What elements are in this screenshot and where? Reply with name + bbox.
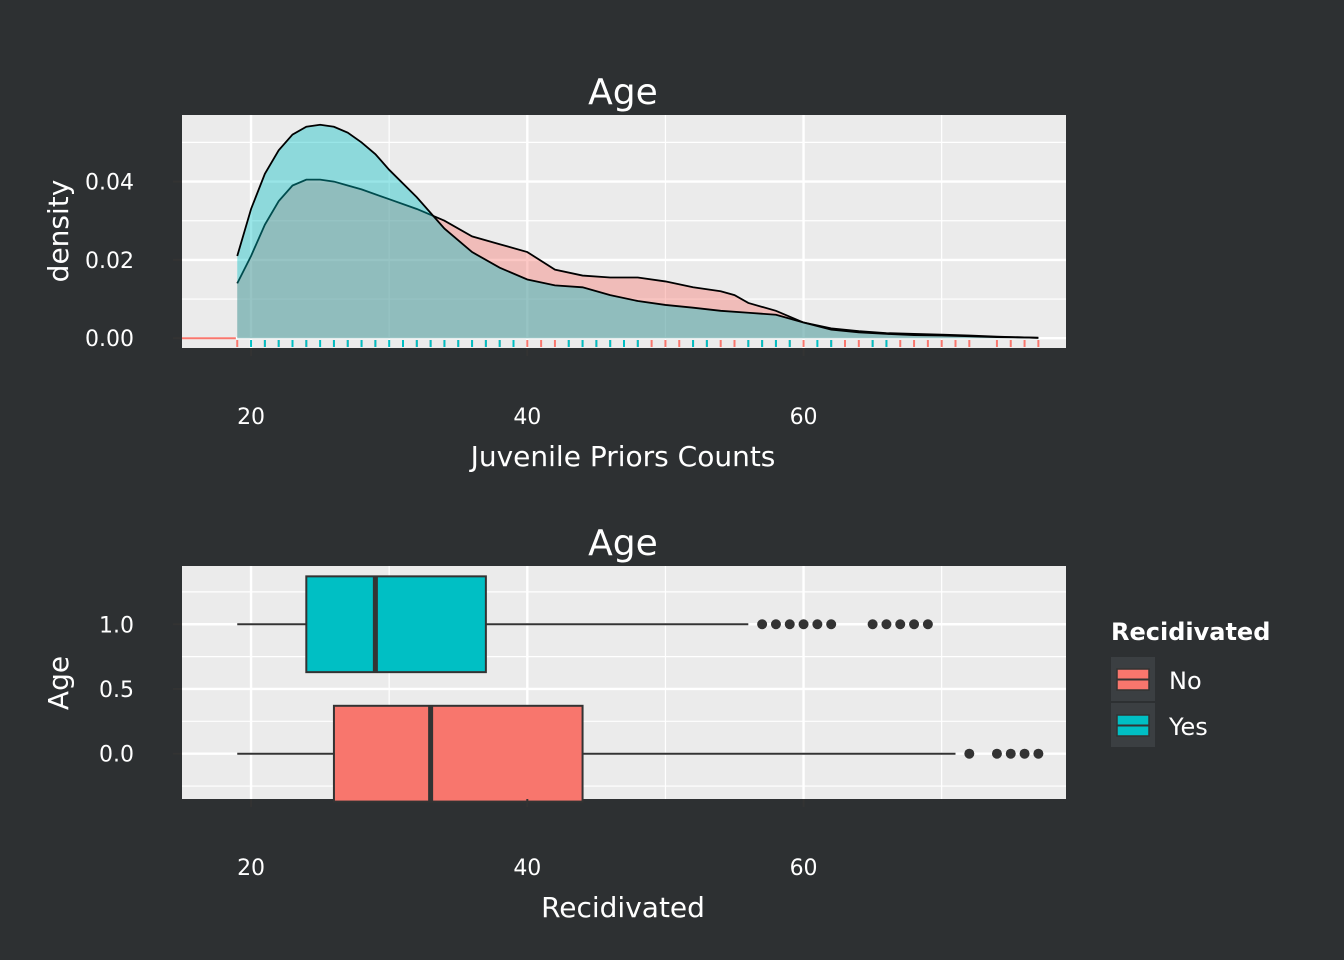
density-chart: Age 20 40 60 0.00 0.02 0.04 Juvenile Priors C…: [42, 72, 1066, 473]
outlier-yes: [770, 619, 781, 630]
y-tick-label: 0.02: [85, 249, 134, 274]
density-y-axis-title: density: [42, 180, 75, 283]
density-area-yes: [237, 124, 1039, 339]
boxplot-chart-title: Age: [588, 523, 658, 564]
outlier-no: [1033, 748, 1044, 759]
boxplot-y-axis-title: Age: [42, 656, 75, 710]
density-line-yes: [236, 123, 1039, 339]
boxplot-x-axis-title: Recidivated: [541, 891, 705, 924]
outlier-no: [964, 748, 975, 759]
outlier-yes: [784, 619, 795, 630]
box-no: [332, 704, 584, 803]
y-tick-label: 1.0: [99, 613, 134, 638]
boxplot-axes: 20 40 60 0.0 0.5 1.0: [99, 613, 818, 881]
outlier-yes: [867, 619, 878, 630]
density-chart-title: Age: [588, 72, 658, 113]
density-axes: 20 40 60 0.00 0.02 0.04: [85, 171, 818, 430]
density-panel: [182, 115, 1066, 348]
legend-label-yes: Yes: [1168, 713, 1208, 741]
boxplot-chart: Age 20 40 60 0.0 0.5 1.0 Recidivated Age: [42, 523, 1066, 924]
outlier-no: [1005, 748, 1016, 759]
y-tick-label: 0.0: [99, 743, 134, 768]
y-tick-label: 0.00: [85, 327, 134, 352]
outlier-yes: [895, 619, 906, 630]
x-tick-label: 40: [513, 856, 541, 881]
legend: Recidivated No Yes: [1111, 618, 1270, 747]
x-tick-label: 20: [237, 856, 265, 881]
outlier-no: [991, 748, 1002, 759]
x-tick-label: 40: [513, 405, 541, 430]
x-tick-label: 60: [790, 856, 818, 881]
boxplot-series: [237, 575, 1044, 803]
x-tick-label: 20: [237, 405, 265, 430]
outlier-yes: [757, 619, 768, 630]
density-area-no: [237, 179, 1039, 339]
density-x-axis-title: Juvenile Priors Counts: [469, 440, 776, 473]
legend-entry-no: No: [1111, 657, 1202, 701]
outlier-yes: [798, 619, 809, 630]
legend-label-no: No: [1169, 667, 1202, 695]
outlier-yes: [922, 619, 933, 630]
y-tick-label: 0.5: [99, 678, 134, 703]
outlier-yes: [826, 619, 837, 630]
box-yes: [305, 575, 487, 674]
density-series: [182, 123, 1039, 340]
legend-title: Recidivated: [1111, 618, 1270, 646]
density-rug: [236, 340, 1040, 347]
density-grid: [182, 115, 1066, 348]
outlier-yes: [909, 619, 920, 630]
x-tick-label: 60: [790, 405, 818, 430]
outlier-yes: [812, 619, 823, 630]
y-tick-label: 0.04: [85, 171, 134, 196]
outlier-no: [1019, 748, 1030, 759]
outlier-yes: [881, 619, 892, 630]
legend-entry-yes: Yes: [1111, 703, 1208, 747]
